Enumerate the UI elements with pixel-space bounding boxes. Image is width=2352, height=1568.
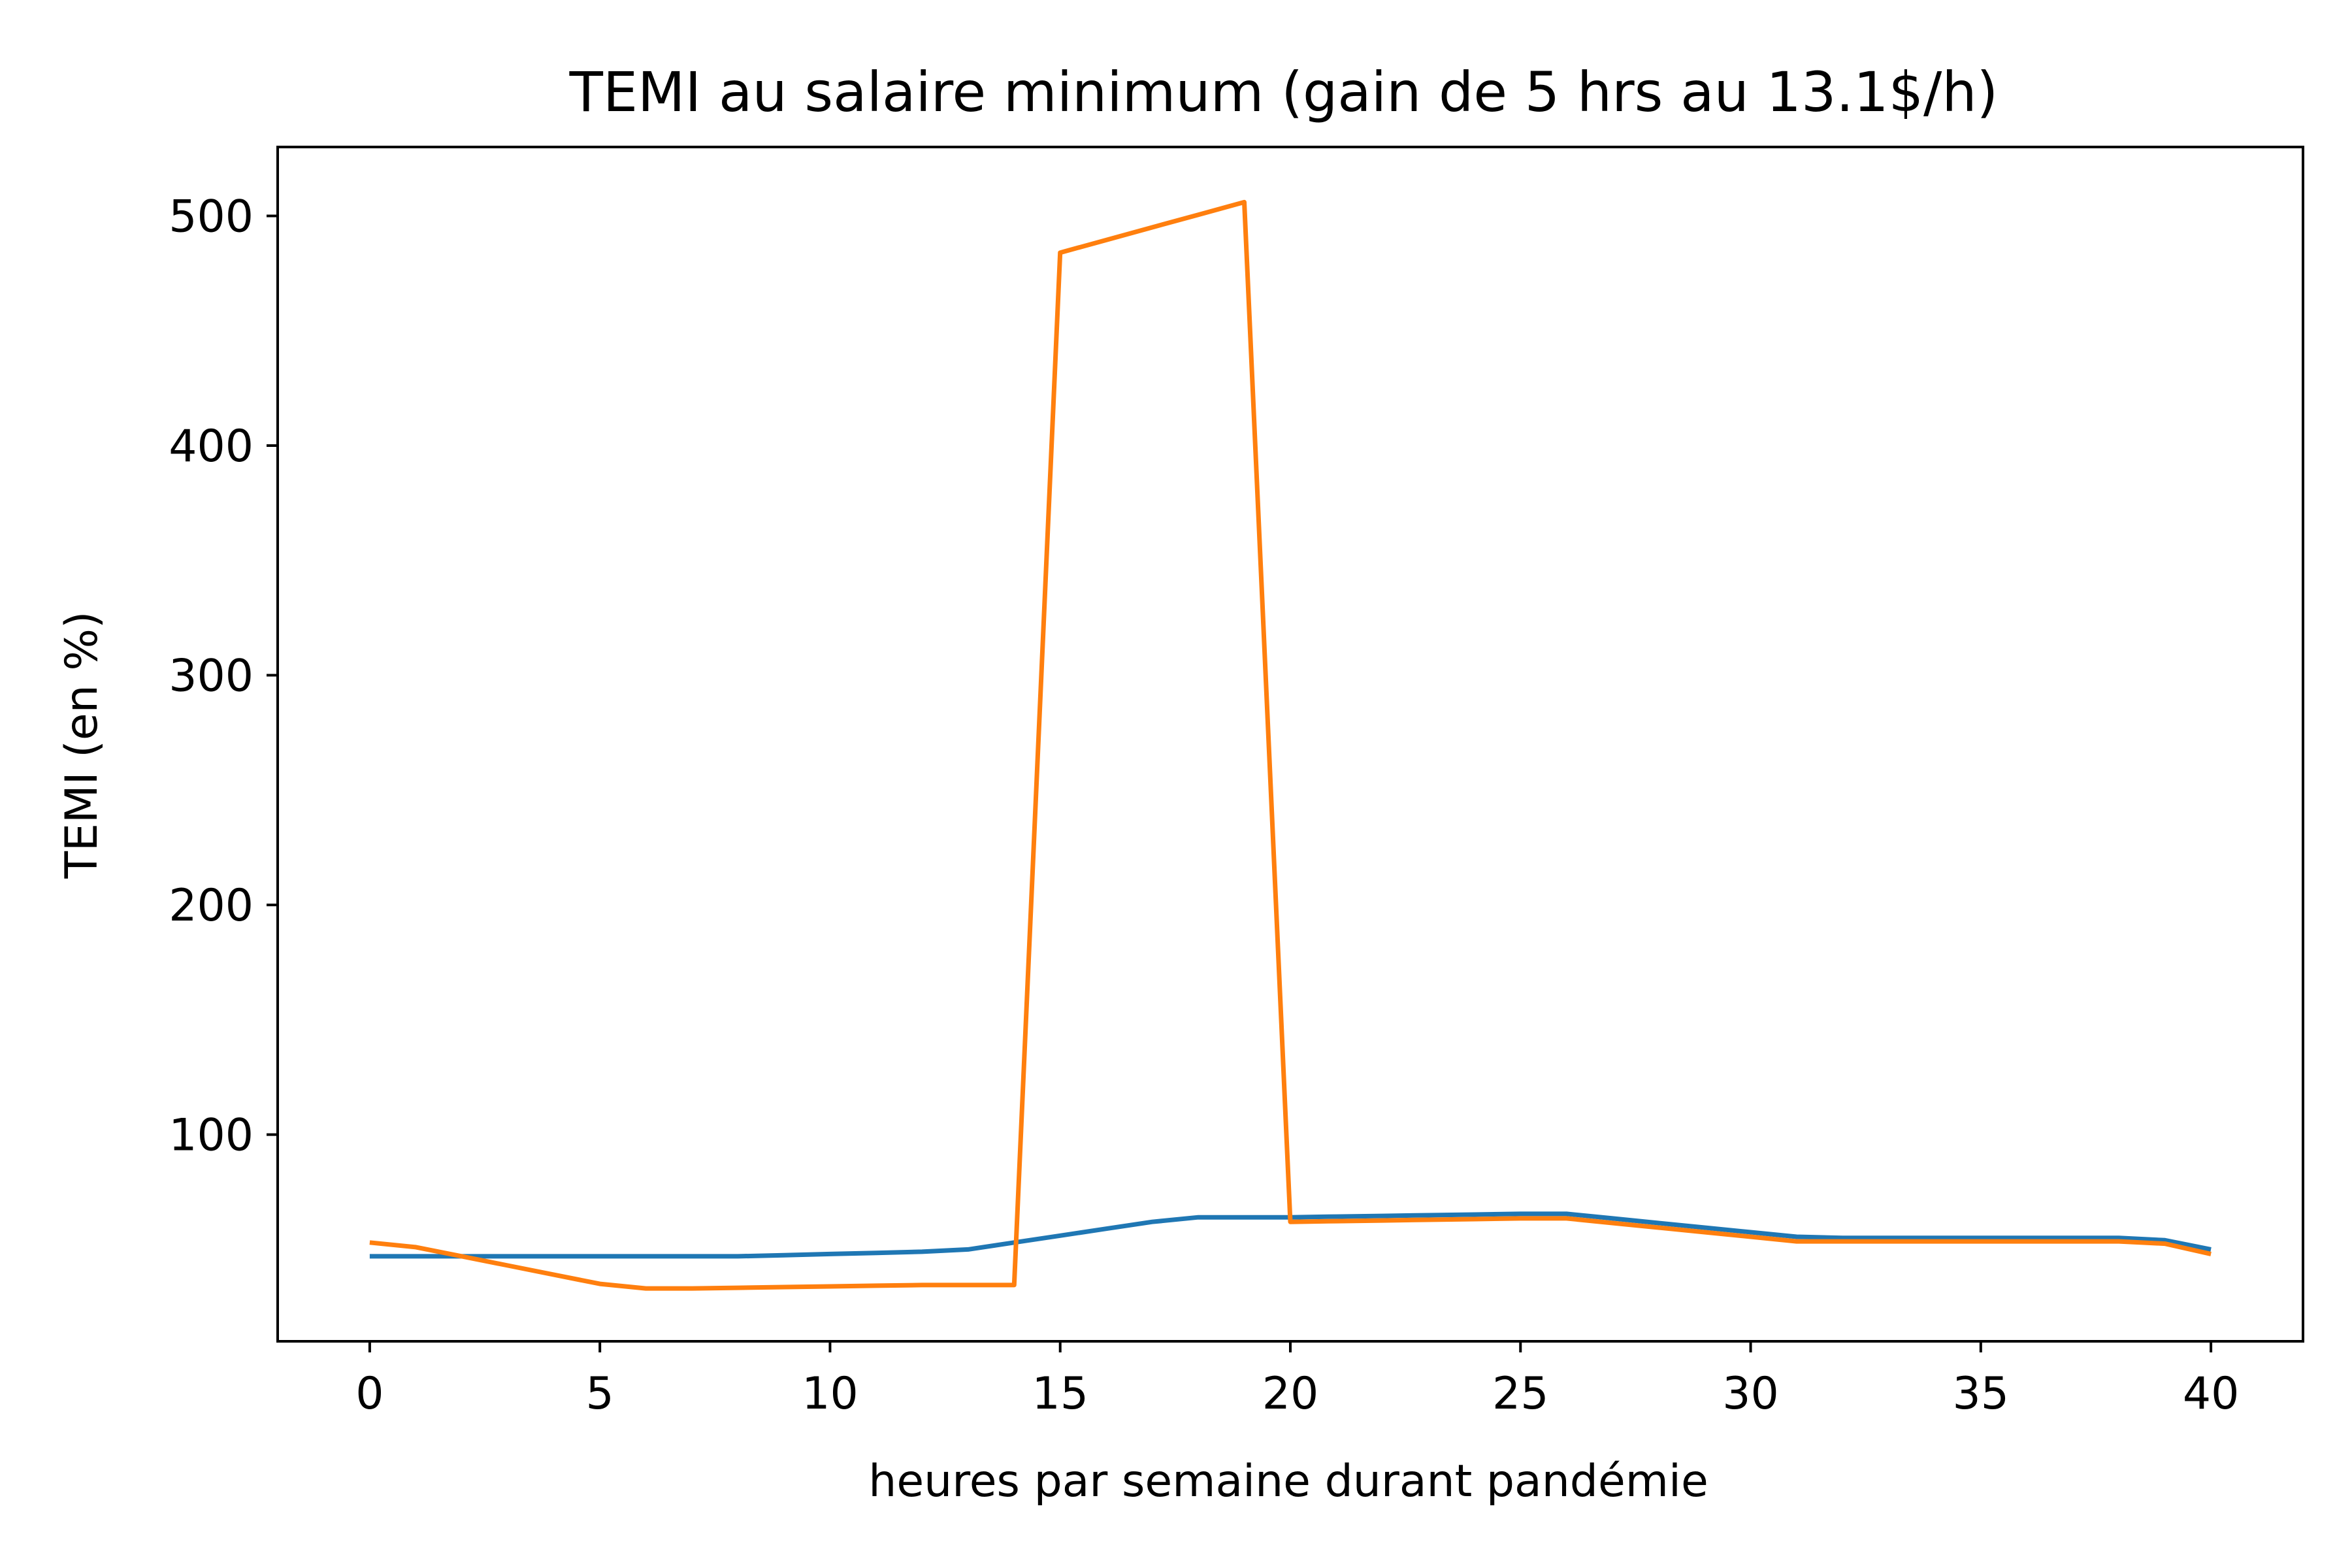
- y-axis-ticks: 100 200 300 400 500: [169, 191, 278, 1162]
- x-tick-label: 10: [802, 1368, 858, 1420]
- x-tick-label: 20: [1262, 1368, 1319, 1420]
- x-axis-ticks: 0 5 10 15 20 25 30 35 40: [355, 1341, 2239, 1420]
- y-axis-label: TEMI (en %): [56, 611, 108, 879]
- x-tick-label: 25: [1492, 1368, 1549, 1420]
- x-tick-label: 30: [1722, 1368, 1779, 1420]
- x-tick-label: 15: [1032, 1368, 1088, 1420]
- y-tick-label: 500: [169, 191, 253, 242]
- series-line-2: [369, 199, 2212, 1291]
- x-tick-label: 35: [1953, 1368, 2010, 1420]
- y-tick-label: 100: [169, 1110, 253, 1162]
- plot-area: [276, 146, 2304, 1343]
- x-tick-label: 40: [2183, 1368, 2240, 1420]
- y-tick-label: 400: [169, 421, 253, 472]
- y-tick-label: 200: [169, 880, 253, 932]
- series-layer: [369, 199, 2212, 1291]
- x-axis-label: heures par semaine durant pandémie: [868, 1456, 1708, 1507]
- chart-title: TEMI au salaire minimum (gain de 5 hrs a…: [569, 60, 1999, 124]
- y-tick-label: 300: [169, 651, 253, 702]
- x-tick-label: 0: [355, 1368, 384, 1420]
- x-tick-label: 5: [586, 1368, 614, 1420]
- plot-frame: [276, 146, 2304, 1343]
